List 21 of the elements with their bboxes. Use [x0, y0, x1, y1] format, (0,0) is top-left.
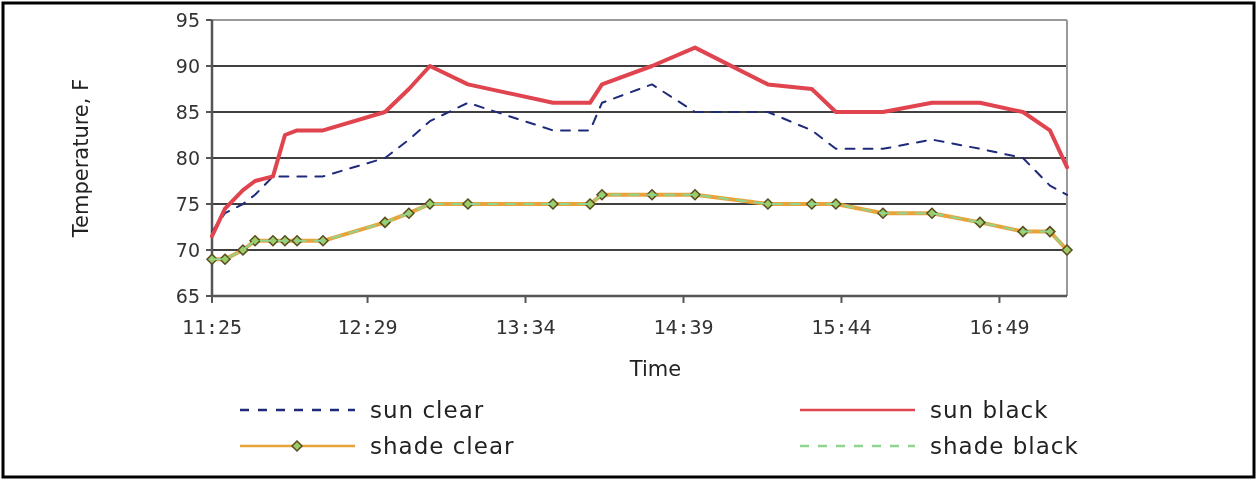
- legend-label: sun clear: [370, 397, 485, 424]
- x-tick-label: 15:44: [811, 315, 872, 339]
- x-tick-label: 12:29: [337, 315, 398, 339]
- line-series: [211, 83, 1068, 233]
- x-tick-label: 11:25: [181, 315, 243, 339]
- x-axis-title: Time: [628, 357, 682, 381]
- line-series: [210, 45, 1069, 239]
- y-tick-label: 70: [175, 238, 200, 261]
- y-tick-label: 85: [175, 100, 200, 123]
- x-tick-label: 13:34: [495, 315, 556, 339]
- legend-label: sun black: [930, 397, 1049, 424]
- y-axis-title: Temperature, F: [69, 78, 93, 239]
- y-tick-label: 90: [175, 54, 200, 77]
- y-tick-label: 95: [175, 8, 200, 31]
- y-tick-label: 65: [175, 284, 200, 307]
- x-tick-label: 14:39: [653, 315, 714, 339]
- legend-label: shade clear: [370, 433, 515, 460]
- x-tick-label: 16:49: [969, 315, 1030, 339]
- y-tick-label: 80: [175, 146, 200, 169]
- legend-label: shade black: [930, 433, 1079, 460]
- y-tick-label: 75: [175, 192, 200, 215]
